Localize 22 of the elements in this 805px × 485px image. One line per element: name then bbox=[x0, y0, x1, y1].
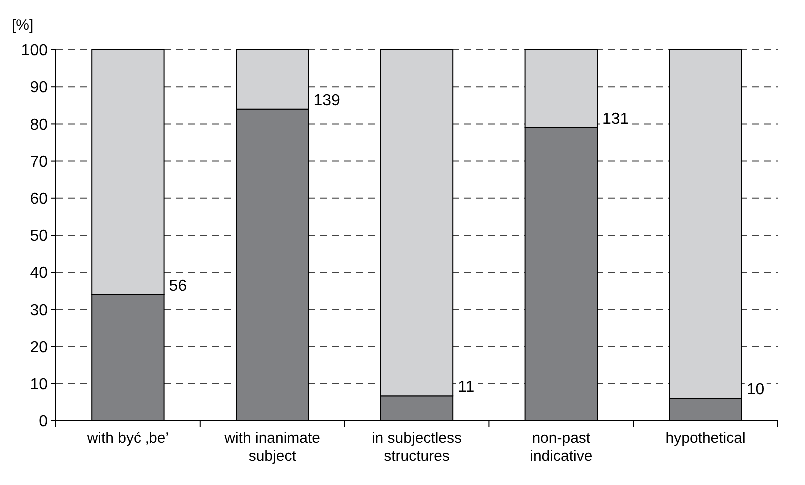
annotation: 131 bbox=[602, 110, 630, 128]
y-tick-label: 40 bbox=[30, 265, 48, 282]
y-tick-label: 50 bbox=[30, 228, 48, 246]
annotation: 56 bbox=[169, 278, 188, 295]
annotation: 139 bbox=[314, 92, 340, 110]
x-tick-label: hypothetical bbox=[666, 430, 746, 447]
y-axis-title: [%] bbox=[12, 17, 34, 34]
x-tick-label: non-past indicative bbox=[530, 430, 593, 465]
annotation: 10 bbox=[746, 382, 765, 399]
x-tick-label: with inanimate subject bbox=[224, 430, 321, 465]
y-tick-label: 0 bbox=[39, 414, 48, 431]
x-tick-label: with być ‚be’ bbox=[86, 430, 170, 447]
y-tick-label: 100 bbox=[21, 42, 48, 60]
y-tick-label: 70 bbox=[30, 154, 48, 171]
y-tick-label: 80 bbox=[30, 116, 48, 134]
y-tick-label: 90 bbox=[30, 80, 48, 97]
y-tick-label: 20 bbox=[30, 339, 48, 356]
y-tick-label: 10 bbox=[30, 376, 48, 394]
y-tick-label: 30 bbox=[30, 302, 48, 320]
x-tick-label: in subjectless structures bbox=[372, 430, 462, 465]
y-tick-label: 60 bbox=[30, 191, 48, 208]
annotation: 11 bbox=[458, 379, 475, 396]
